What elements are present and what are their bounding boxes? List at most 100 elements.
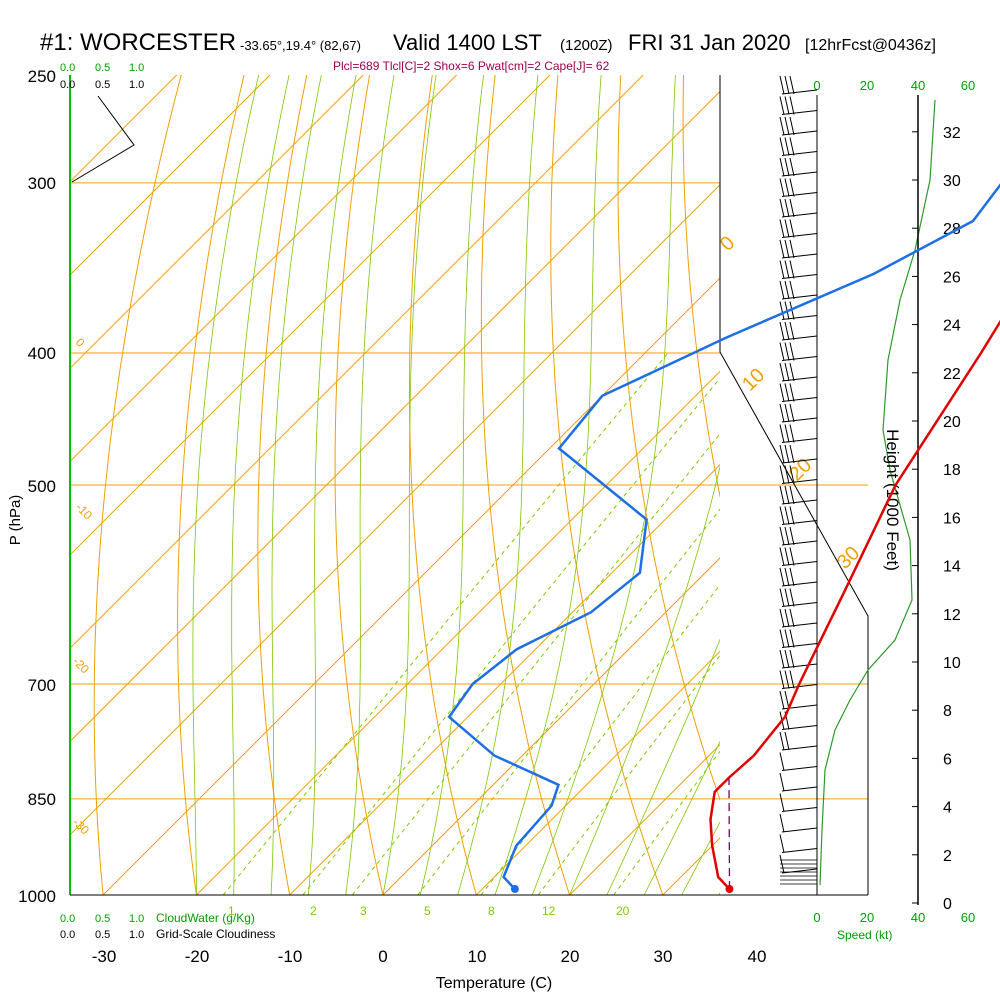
wind-barb-flag	[779, 157, 785, 177]
forecast-info: [12hrFcst@0436z]	[805, 37, 936, 54]
cloud-scale-black: 0.0	[60, 79, 75, 91]
wind-barb-flag	[784, 629, 790, 648]
mixing-ratio-label: 1	[228, 904, 235, 918]
x-tick-label: -30	[92, 947, 117, 966]
speed-tick-label: 20	[860, 78, 874, 93]
wind-barb-flag	[784, 280, 790, 300]
p-tick-label: 700	[28, 676, 56, 695]
wind-barb-flag	[784, 178, 790, 197]
p-tick-label: 250	[28, 67, 56, 86]
wind-barb-flag	[779, 485, 785, 505]
wind-barb	[781, 602, 818, 607]
wind-barb	[781, 684, 818, 689]
x-tick-label: 40	[748, 947, 767, 966]
height-tick-label: 18	[943, 462, 961, 479]
x-axis-label: Temperature (C)	[436, 975, 552, 992]
wind-barb-flag	[779, 690, 785, 710]
wind-barb-flag	[789, 526, 795, 546]
wind-barb	[781, 376, 818, 382]
isotherm-label: 0	[716, 232, 739, 255]
wind-barb-flag	[789, 629, 795, 648]
wind-barb-flag	[784, 362, 790, 382]
mixing-ratio-label: 3	[360, 904, 367, 918]
moist-adiabat	[231, 75, 290, 895]
surface-dewpoint-marker	[510, 885, 519, 894]
x-tick-label: -20	[185, 947, 210, 966]
wind-barb-flag	[789, 485, 795, 505]
valid-date: FRI 31 Jan 2020	[628, 30, 791, 55]
wind-barb-flag	[784, 588, 790, 607]
wind-barb-flag	[779, 567, 785, 587]
moist-adiabat	[643, 740, 720, 895]
p-tick-label: 500	[28, 477, 56, 496]
wind-barb	[781, 417, 818, 423]
wind-barb	[781, 725, 818, 730]
wind-barbs	[779, 75, 818, 885]
wind-barb-flag	[789, 260, 795, 279]
speed-tick-label: 40	[911, 910, 925, 925]
moist-adiabat	[382, 75, 437, 895]
wind-barb-flag	[779, 731, 785, 751]
wind-barb-flag	[779, 629, 785, 648]
wind-barb	[781, 540, 818, 546]
x-tick-label: 20	[561, 947, 580, 966]
wind-barb-flag	[789, 157, 795, 177]
cloud-scale-black: 0.0	[60, 929, 75, 941]
height-tick-label: 10	[943, 655, 961, 672]
dry-adiabat	[177, 75, 245, 895]
moist-adiabat	[419, 75, 484, 895]
wind-barb-flag	[784, 547, 790, 566]
wind-barb-flag	[779, 137, 785, 156]
height-tick-label: 12	[943, 607, 961, 624]
wind-barb-flag	[779, 772, 785, 792]
mixing-ratio-label: 2	[310, 904, 317, 918]
dry-adiabat	[257, 75, 308, 895]
dry-adiabat	[617, 75, 720, 801]
wind-barb	[781, 561, 818, 566]
cloudwater-label: CloudWater (g/Kg)	[156, 911, 255, 925]
wind-barb-flag	[784, 690, 790, 710]
dry-adiabat	[480, 75, 571, 895]
station-title: #1: WORCESTER	[40, 29, 236, 56]
wind-barb-flag	[784, 198, 790, 218]
x-tick-label: 30	[654, 947, 673, 966]
wind-barb-flag	[789, 116, 795, 136]
wind-barb	[781, 110, 818, 115]
wind-barb	[781, 253, 818, 259]
wind-barb-flag	[779, 444, 785, 464]
isotherm-line	[475, 650, 720, 895]
isotherm-line	[70, 75, 457, 463]
moist-adiabat	[308, 75, 357, 895]
wind-barb-flag	[789, 280, 795, 300]
p-tick-label: 300	[28, 174, 56, 193]
wind-barb-flag	[779, 670, 785, 689]
mixing-ratio-label: 8	[488, 904, 495, 918]
wind-barb-flag	[789, 403, 795, 423]
wind-barb	[781, 581, 818, 587]
wind-barb-flag	[779, 75, 785, 95]
wind-barb	[781, 151, 818, 156]
cloud-scale-black: 1.0	[129, 79, 144, 91]
isotherm-line	[850, 75, 1000, 895]
dry-adiabat	[334, 75, 384, 895]
dry-adiabat	[550, 75, 664, 895]
wind-barb-flag	[779, 752, 785, 771]
wind-barb-flag	[779, 321, 785, 341]
wind-barb-flag	[789, 547, 795, 566]
moist-adiabat	[192, 75, 260, 895]
wind-barb	[781, 315, 818, 320]
wind-barb-flag	[789, 321, 795, 341]
surface-temperature-marker	[725, 885, 734, 894]
wind-barb-flag	[789, 383, 795, 402]
speed-tick-label: 0	[813, 78, 820, 93]
wind-barb-flag	[784, 137, 790, 156]
moist-adiabats	[192, 75, 720, 895]
wind-barb	[781, 192, 818, 197]
wind-barb	[781, 89, 818, 95]
wind-barb-flag	[779, 526, 785, 546]
wind-barb-flag	[779, 649, 785, 669]
dry-adiabats	[93, 75, 720, 895]
wind-barb-flag	[789, 444, 795, 464]
isotherm-line	[382, 557, 720, 895]
wind-barb	[781, 807, 818, 812]
